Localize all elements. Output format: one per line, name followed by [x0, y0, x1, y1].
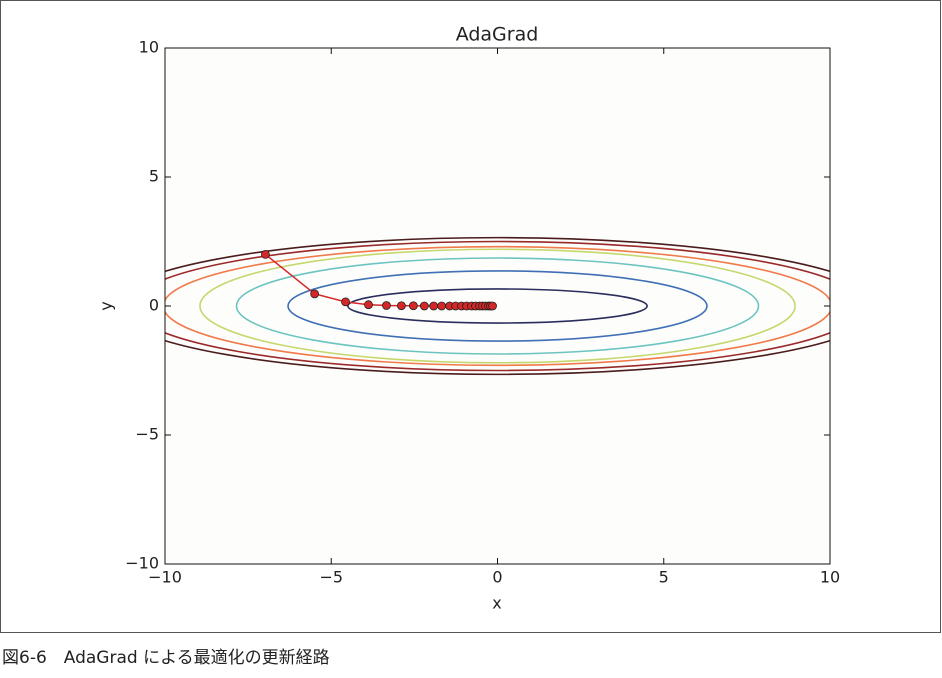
path-point — [408, 301, 418, 311]
path-point — [310, 289, 320, 299]
y-tick-label: 5 — [149, 167, 159, 186]
path-point — [397, 301, 406, 311]
y-tick-label: 10 — [139, 38, 159, 57]
plot-area — [165, 48, 830, 564]
path-point — [419, 301, 429, 311]
contour-line — [287, 270, 708, 342]
contour-line — [347, 288, 648, 324]
contour-line — [235, 257, 760, 355]
x-axis-label: x — [492, 594, 501, 613]
figure-frame — [0, 0, 941, 633]
path-point — [429, 301, 439, 311]
y-tick-label: 0 — [149, 296, 159, 315]
path-point — [382, 301, 391, 310]
contour-line — [165, 240, 830, 372]
y-axis-label: y — [97, 301, 116, 310]
path-point — [437, 301, 447, 311]
contour-line — [165, 236, 830, 376]
x-tick-label: −5 — [319, 568, 343, 587]
x-tick-label: 5 — [659, 568, 669, 587]
path-point — [261, 249, 270, 259]
y-tick-label: −5 — [135, 425, 159, 444]
contour-line — [199, 248, 796, 364]
caption: 図6-6 AdaGrad による最適化の更新経路 — [2, 648, 330, 668]
x-tick-label: 0 — [492, 568, 502, 587]
y-tick-label: −10 — [125, 554, 159, 573]
chart-title: AdaGrad — [456, 24, 539, 46]
contour-group — [165, 236, 830, 376]
x-tick-label: −10 — [148, 568, 182, 587]
contour-line — [165, 245, 830, 367]
path-point — [488, 301, 497, 311]
path-point — [364, 300, 373, 310]
path-point — [341, 297, 350, 307]
x-tick-label: 10 — [820, 568, 840, 587]
